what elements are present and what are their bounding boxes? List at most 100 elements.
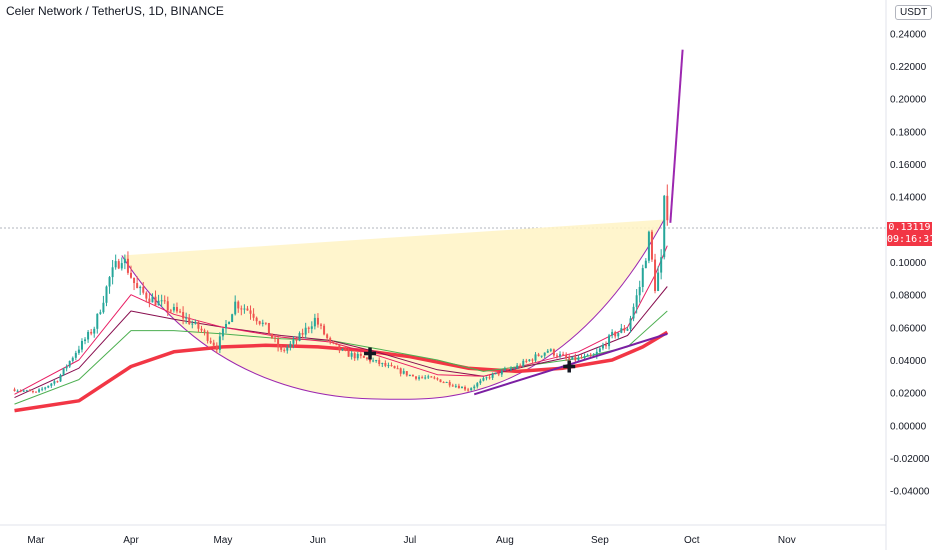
- candle-body: [139, 286, 142, 289]
- y-tick-label: 0.08000: [890, 291, 927, 302]
- candle-body: [525, 360, 528, 362]
- candle-body: [111, 267, 114, 278]
- candle-body: [497, 372, 500, 375]
- candle-body: [372, 360, 375, 362]
- cup-pattern: [121, 219, 665, 400]
- candle-body: [120, 263, 123, 269]
- candle-body: [267, 322, 270, 334]
- candle-body: [608, 335, 611, 347]
- candle-body: [84, 339, 87, 341]
- candle-body: [277, 338, 280, 348]
- candle-body: [228, 322, 231, 324]
- candle-body: [629, 318, 632, 329]
- candle-body: [359, 353, 362, 356]
- candle-body: [362, 355, 365, 358]
- candle-body: [546, 350, 549, 353]
- candle-body: [332, 341, 335, 343]
- cup-fill: [121, 219, 665, 400]
- candle-body: [292, 339, 295, 344]
- candle-body: [644, 260, 647, 269]
- x-tick-label: Oct: [684, 535, 700, 546]
- candle-body: [549, 349, 552, 351]
- candle-body: [44, 387, 47, 389]
- candle-body: [35, 391, 37, 393]
- candle-body: [418, 377, 421, 379]
- candle-body: [307, 327, 310, 329]
- candle-body: [476, 383, 479, 387]
- candle-body: [365, 357, 368, 359]
- candle-body: [408, 374, 411, 376]
- candle-body: [448, 382, 451, 386]
- candle-body: [577, 357, 580, 361]
- candle-body: [77, 349, 80, 353]
- candle-body: [117, 261, 120, 269]
- candle-body: [657, 272, 660, 291]
- y-tick-label: 0.24000: [890, 29, 927, 40]
- candle-body: [295, 339, 298, 341]
- candle-body: [565, 354, 568, 358]
- candle-body: [142, 286, 145, 293]
- candle-body: [179, 311, 182, 313]
- candle-body: [494, 372, 497, 374]
- currency-button[interactable]: USDT: [895, 5, 932, 20]
- candle-body: [506, 369, 509, 371]
- candle-body: [405, 371, 408, 376]
- candle-body: [353, 353, 356, 359]
- candle-body: [212, 342, 215, 346]
- candle-body: [641, 268, 644, 287]
- candle-body: [105, 286, 108, 303]
- candle-body: [445, 382, 448, 384]
- candle-body: [559, 354, 562, 357]
- candle-body: [114, 261, 117, 268]
- candle-body: [264, 322, 267, 324]
- candle-body: [96, 313, 99, 329]
- last-price-value: 0.13119: [888, 222, 931, 233]
- candle-body: [430, 376, 433, 378]
- candle-body: [516, 365, 519, 369]
- candle-body: [28, 390, 31, 392]
- candle-body: [329, 338, 332, 342]
- x-tick-label: Apr: [123, 535, 139, 546]
- candle-body: [246, 308, 249, 311]
- candle-body: [47, 385, 50, 388]
- y-tick-label: -0.04000: [890, 487, 930, 498]
- candle-body: [191, 323, 194, 325]
- candle-body: [457, 385, 460, 389]
- candle-body: [22, 390, 25, 392]
- candle-body: [503, 369, 506, 371]
- candle-body: [451, 385, 454, 387]
- candle-body: [19, 390, 22, 392]
- candle-body: [215, 345, 218, 350]
- candle-body: [123, 258, 126, 264]
- candle-body: [381, 363, 384, 365]
- candle-body: [390, 365, 393, 367]
- candle-body: [163, 300, 166, 302]
- candle-body: [442, 382, 445, 384]
- candle-body: [415, 376, 417, 379]
- candle-body: [614, 331, 617, 337]
- candle-body: [261, 322, 264, 324]
- y-tick-label: 0.22000: [890, 62, 927, 73]
- candle-body: [38, 389, 41, 392]
- moving-average-line: [14, 286, 668, 399]
- candle-body: [209, 340, 212, 343]
- candle-body: [274, 337, 277, 339]
- candle-body: [580, 357, 583, 359]
- candle-body: [473, 386, 476, 389]
- candle-body: [620, 328, 623, 333]
- candle-body: [304, 327, 307, 335]
- moving-average-line: [14, 310, 668, 405]
- candle-body: [467, 389, 470, 391]
- candle-body: [552, 349, 555, 356]
- candle-body: [68, 361, 71, 367]
- candle-body: [464, 386, 467, 390]
- candle-body: [534, 354, 537, 361]
- candle-body: [335, 342, 338, 345]
- chart-title: Celer Network / TetherUS, 1D, BINANCE: [6, 4, 224, 18]
- y-tick-label: 0.14000: [890, 193, 927, 204]
- candle-body: [421, 377, 424, 379]
- candle-body: [623, 328, 626, 331]
- candle-body: [270, 333, 273, 338]
- y-tick-label: 0.16000: [890, 160, 927, 171]
